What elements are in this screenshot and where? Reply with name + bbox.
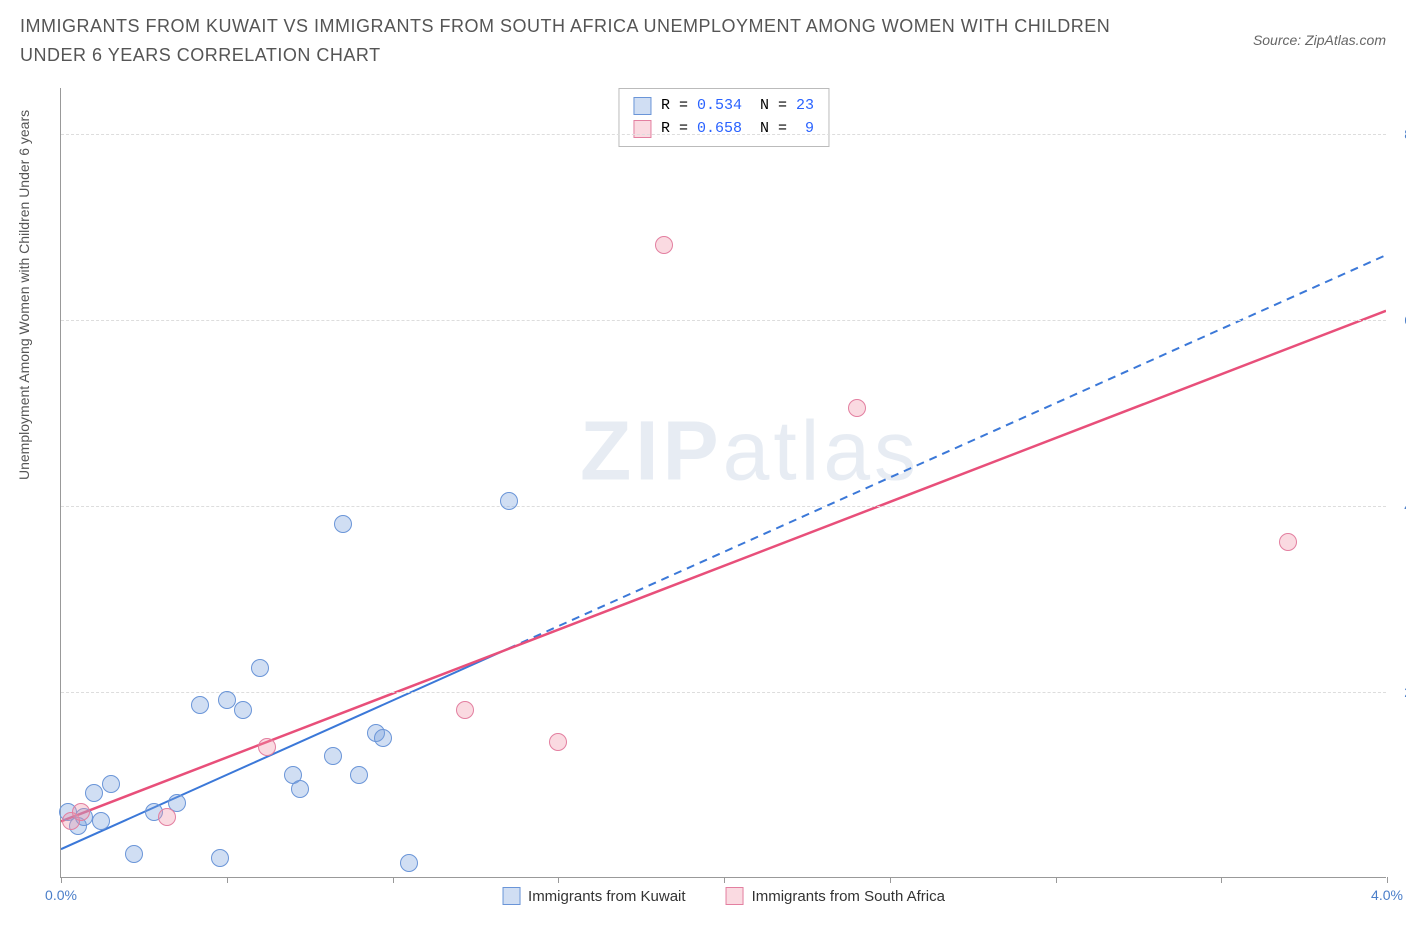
legend-item-south-africa: Immigrants from South Africa bbox=[726, 887, 945, 905]
swatch-south-africa-icon bbox=[726, 887, 744, 905]
data-point bbox=[158, 808, 176, 826]
gridline bbox=[61, 506, 1386, 507]
x-tick bbox=[1387, 877, 1388, 883]
data-point bbox=[655, 236, 673, 254]
x-tick bbox=[1056, 877, 1057, 883]
swatch-kuwait-icon bbox=[502, 887, 520, 905]
data-point bbox=[85, 784, 103, 802]
data-point bbox=[258, 738, 276, 756]
data-point bbox=[324, 747, 342, 765]
scatter-chart: ZIPatlas R = 0.534 N = 23 R = 0.658 N = … bbox=[60, 88, 1386, 878]
data-point bbox=[848, 399, 866, 417]
x-tick bbox=[890, 877, 891, 883]
data-point bbox=[72, 803, 90, 821]
data-point bbox=[102, 775, 120, 793]
data-point bbox=[218, 691, 236, 709]
x-tick bbox=[1221, 877, 1222, 883]
y-axis-label: Unemployment Among Women with Children U… bbox=[16, 110, 32, 480]
chart-title: IMMIGRANTS FROM KUWAIT VS IMMIGRANTS FRO… bbox=[20, 12, 1120, 70]
data-point bbox=[191, 696, 209, 714]
data-point bbox=[92, 812, 110, 830]
gridline bbox=[61, 320, 1386, 321]
gridline bbox=[61, 692, 1386, 693]
x-tick-label: 0.0% bbox=[45, 887, 77, 903]
stats-row-south-africa: R = 0.658 N = 9 bbox=[633, 118, 814, 141]
x-tick bbox=[724, 877, 725, 883]
bottom-legend: Immigrants from Kuwait Immigrants from S… bbox=[502, 887, 945, 905]
x-tick bbox=[227, 877, 228, 883]
stats-legend: R = 0.534 N = 23 R = 0.658 N = 9 bbox=[618, 88, 829, 147]
data-point bbox=[291, 780, 309, 798]
swatch-kuwait bbox=[633, 97, 651, 115]
data-point bbox=[211, 849, 229, 867]
gridline bbox=[61, 134, 1386, 135]
header: IMMIGRANTS FROM KUWAIT VS IMMIGRANTS FRO… bbox=[0, 0, 1406, 78]
data-point bbox=[251, 659, 269, 677]
legend-item-kuwait: Immigrants from Kuwait bbox=[502, 887, 686, 905]
data-point bbox=[1279, 533, 1297, 551]
data-point bbox=[549, 733, 567, 751]
legend-label: Immigrants from Kuwait bbox=[528, 888, 686, 905]
x-tick bbox=[393, 877, 394, 883]
x-tick bbox=[61, 877, 62, 883]
watermark: ZIPatlas bbox=[580, 402, 920, 499]
trend-lines bbox=[61, 88, 1386, 877]
stats-row-kuwait: R = 0.534 N = 23 bbox=[633, 95, 814, 118]
source-attribution: Source: ZipAtlas.com bbox=[1253, 32, 1386, 48]
data-point bbox=[400, 854, 418, 872]
data-point bbox=[334, 515, 352, 533]
legend-label: Immigrants from South Africa bbox=[752, 888, 945, 905]
x-tick-label: 4.0% bbox=[1371, 887, 1403, 903]
data-point bbox=[500, 492, 518, 510]
data-point bbox=[234, 701, 252, 719]
data-point bbox=[374, 729, 392, 747]
data-point bbox=[456, 701, 474, 719]
data-point bbox=[350, 766, 368, 784]
x-tick bbox=[558, 877, 559, 883]
data-point bbox=[125, 845, 143, 863]
